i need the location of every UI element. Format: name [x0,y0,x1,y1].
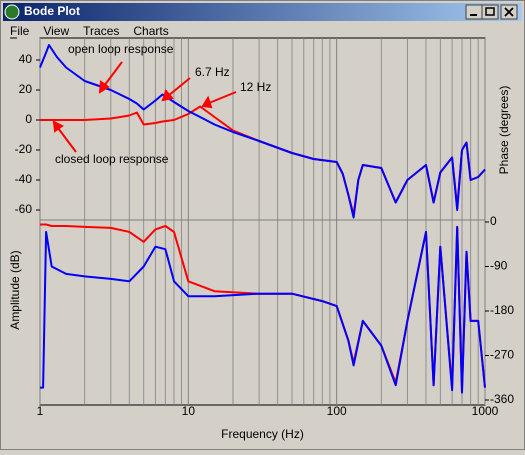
annotation: 12 Hz [240,80,271,94]
arrow [208,91,237,104]
annotation: open loop response [68,42,174,56]
close-glyph [504,7,514,17]
x-axis-label: Frequency (Hz) [221,427,304,441]
annotation: closed loop response [55,152,169,166]
x-tick-label: 1000 [472,404,499,418]
y-tick-label: -270 [490,348,514,362]
maximize-glyph [485,7,495,16]
series-line [39,44,486,219]
menu-item[interactable]: File [10,24,30,38]
window-buttons [465,4,518,20]
app-icon [4,4,20,20]
y-tick-label: -360 [490,392,514,406]
y-tick-label: 20 [19,82,33,96]
plots: 40 20 0 -20 -40 -60 Amplitude (dB) open loop re… [8,38,514,441]
arrow [57,127,77,153]
menu-item[interactable]: View [43,24,69,38]
y-axis-label: Phase (degrees) [497,86,511,175]
arrow [167,77,191,97]
menu-bar: File View Traces Charts [10,24,169,39]
series-line [40,225,486,394]
annotation-arrows [52,61,237,153]
annotation: 6.7 Hz [195,65,230,79]
arrow-head [98,80,110,94]
y-tick-label: 40 [19,52,33,66]
x-tick-label: 1 [37,404,44,418]
minimize-button[interactable] [465,4,483,20]
title-bar [3,3,522,21]
menu-item[interactable]: Traces [83,24,119,38]
y-tick-label: -60 [15,202,33,216]
arrow [103,61,123,87]
arrow-head [161,89,174,102]
plot-frame [39,37,486,406]
menu-item[interactable]: Charts [133,24,168,38]
window-title: Bode Plot [24,4,80,18]
x-tick-label: 100 [327,404,347,418]
y-tick-label: -40 [15,172,33,186]
maximize-button[interactable] [481,4,499,20]
y-tick-label: -20 [15,142,33,156]
y-axis-label: Amplitude (dB) [8,250,22,329]
x-tick-label: 10 [182,404,196,418]
arrow-head [52,120,64,133]
arrow-head [201,95,213,109]
y-tick-label: 0 [490,214,497,228]
y-tick-label: -90 [490,259,508,273]
y-tick-label: -180 [490,303,514,317]
y-tick-label: 0 [25,112,32,126]
